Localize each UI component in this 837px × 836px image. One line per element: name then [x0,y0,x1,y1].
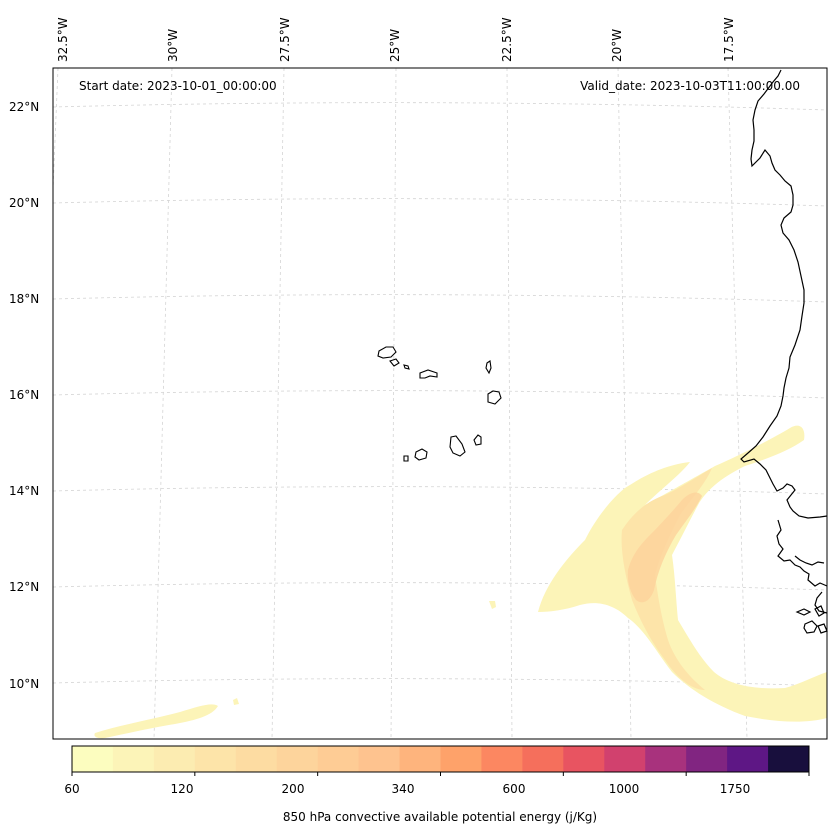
meridian-30w [153,67,173,740]
colorbar-tick-1000: 1000 [609,782,640,796]
coast-guinea-bissau-b [794,555,825,566]
colorbar-tick-200: 200 [282,782,305,796]
island-bijagos-2 [814,605,825,617]
island-sao-vicente [389,358,400,367]
valid-date-label: Valid_date: 2023-10-03T11:00:00.00 [580,79,800,93]
colorbar-swatch [686,746,728,772]
cape-band-inner [621,468,712,690]
lon-label-30w: 30°W [166,29,180,62]
colorbar-swatch [481,746,523,772]
cape-speck-2 [489,601,496,609]
lat-label-18n: 18°N [9,292,39,306]
meridian-25w [390,67,397,740]
colorbar-swatch [604,746,646,772]
colorbar-swatch [727,746,769,772]
colorbar-swatch [358,746,401,772]
colorbar-tick-600: 600 [503,782,526,796]
island-santa-luzia [403,364,410,370]
colorbar-ticks [71,772,810,776]
lat-label-22n: 22°N [9,100,39,114]
meridian-17-5w [727,67,748,740]
colorbar-tick-60: 60 [64,782,79,796]
gridlines [52,67,828,740]
latitude-labels: 22°N 20°N 18°N 16°N 14°N 12°N 10°N [9,100,39,691]
colorbar-swatch [317,746,360,772]
island-sal [485,360,492,375]
colorbar-label: 850 hPa convective available potential e… [283,810,597,824]
colorbar-swatch [563,746,605,772]
parallel-18n [52,294,828,303]
island-santo-antao [377,346,397,359]
meridian-20w [617,67,632,740]
lon-label-20w: 20°W [610,29,624,62]
colorbar-tick-1750: 1750 [720,782,751,796]
cape-southwest-strip [94,704,218,739]
lon-label-17-5w: 17.5°W [722,17,736,62]
map-frame [52,67,828,740]
parallel-14n [52,486,828,495]
lat-label-14n: 14°N [9,484,39,498]
cape-speck-1 [233,698,239,705]
parallel-16n [52,390,828,399]
colorbar-tick-labels: 60 120 200 340 600 1000 1750 [64,782,750,796]
lon-label-22-5w: 22.5°W [500,17,514,62]
parallel-20n [52,198,828,207]
colorbar-tick-340: 340 [392,782,415,796]
start-date-label: Start date: 2023-10-01_00:00:00 [79,79,277,93]
lat-label-10n: 10°N [9,677,39,691]
colorbar-swatch [768,746,810,772]
colorbar-swatch [399,746,441,772]
lat-label-20n: 20°N [9,196,39,210]
island-fogo [414,448,428,461]
island-maio [473,434,482,446]
island-santiago [449,435,466,457]
colorbar-swatch [153,746,196,772]
meridian-32-5w [52,67,59,191]
coastlines [740,69,828,634]
lon-label-32-5w: 32.5°W [56,17,70,62]
colorbar-swatch [522,746,564,772]
island-bijagos-3 [803,620,818,634]
map-panel [53,68,827,739]
colorbar-swatch [112,746,155,772]
colorbar-tick-120: 120 [171,782,194,796]
island-boa-vista [487,390,502,405]
colorbar-swatch [645,746,687,772]
african-coastline [740,69,828,519]
lon-label-27-5w: 27.5°W [278,17,292,62]
parallel-12n [52,582,828,591]
meridian-27-5w [271,67,285,740]
lon-label-25w: 25°W [388,29,402,62]
colorbar-swatches [72,746,810,772]
colorbar-swatch [276,746,319,772]
colorbar-swatch [194,746,237,772]
cape-field [94,425,827,739]
cabo-verde-islands [377,346,502,462]
colorbar-swatch [72,746,114,772]
parallel-10n [52,678,828,687]
meridian-22-5w [506,67,513,740]
colorbar-swatch [235,746,278,772]
island-brava [403,455,409,462]
lat-label-16n: 16°N [9,388,39,402]
lat-label-12n: 12°N [9,580,39,594]
colorbar-swatch [440,746,482,772]
island-bijagos-1 [795,608,812,616]
cape-core [627,492,702,603]
cape-band-main [538,425,827,722]
island-sao-nicolau [419,369,438,379]
parallel-22n [52,102,828,111]
longitude-labels: 32.5°W 30°W 27.5°W 25°W 22.5°W 20°W 17.5… [56,17,736,62]
coast-guinea-bissau [776,519,828,587]
coast-guinea [814,591,828,614]
